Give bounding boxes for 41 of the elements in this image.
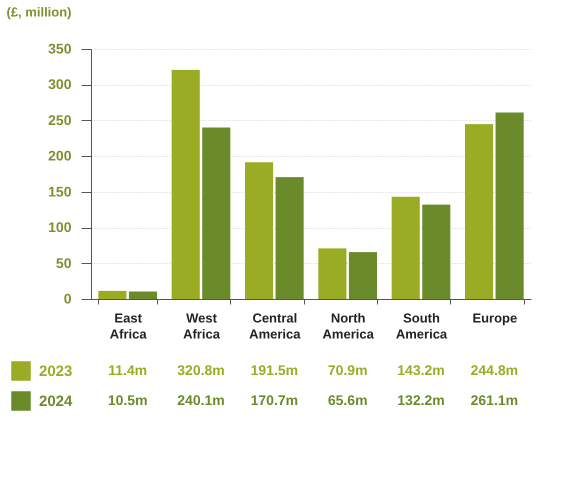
data-label: 65.6m: [328, 392, 368, 408]
y-tick-label: 200: [48, 148, 72, 164]
data-label: 244.8m: [470, 362, 518, 378]
bar: [348, 252, 377, 299]
bar: [465, 124, 494, 299]
legend-label: 2023: [39, 363, 72, 380]
data-label: 11.4m: [108, 362, 148, 378]
y-tick-label: 0: [64, 290, 72, 306]
y-axis-title: (£, million): [6, 4, 72, 20]
data-label: 191.5m: [250, 362, 298, 378]
x-tick-label: East Africa: [110, 310, 148, 342]
bar: [318, 248, 346, 299]
y-tick-label: 300: [48, 76, 72, 92]
data-label: 143.2m: [397, 362, 445, 378]
data-label: 240.1m: [177, 392, 225, 408]
data-label: 70.9m: [328, 362, 368, 378]
y-tick-label: 150: [48, 183, 72, 200]
bar: [392, 196, 420, 299]
bar: [98, 290, 126, 299]
data-label: 261.1m: [470, 392, 518, 408]
bar: [202, 128, 230, 299]
bar: [245, 162, 274, 299]
bar: [276, 177, 304, 299]
bar: [172, 70, 200, 299]
x-tick-label: Europe: [472, 310, 518, 326]
bar: [422, 204, 450, 299]
legend-label: 2024: [39, 393, 74, 410]
bar: [128, 292, 157, 299]
y-tick-label: 250: [48, 112, 72, 128]
y-tick-label: 50: [56, 254, 72, 271]
x-tick-label: West Africa: [183, 310, 221, 342]
data-label: 170.7m: [250, 392, 298, 408]
x-tick-label: North America: [322, 310, 375, 342]
x-tick-label: Central America: [249, 310, 302, 342]
x-tick-label: South America: [396, 310, 448, 342]
data-label: 132.2m: [397, 392, 445, 408]
y-tick-label: 350: [48, 40, 72, 56]
data-label: 320.8m: [177, 362, 225, 378]
bar: [496, 112, 524, 299]
y-tick-label: 100: [48, 219, 72, 236]
data-label: 10.5m: [108, 392, 148, 408]
